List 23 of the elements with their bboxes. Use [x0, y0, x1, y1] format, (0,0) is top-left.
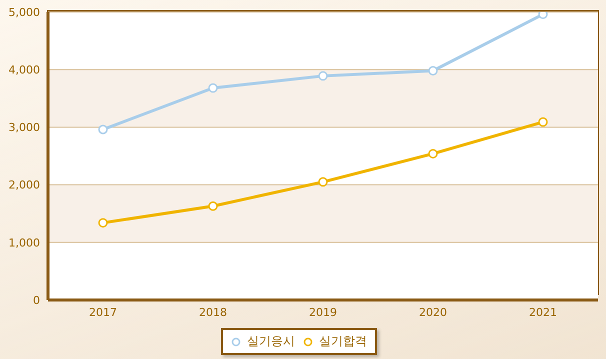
- point: [318, 177, 328, 187]
- point: [208, 201, 218, 211]
- x-tick-label: 2018: [199, 306, 227, 319]
- x-tick-label: 2021: [529, 306, 557, 319]
- point: [428, 148, 438, 158]
- x-tick-label: 2017: [89, 306, 117, 319]
- x-tick-label: 2020: [419, 306, 447, 319]
- legend-label: 실기합격: [319, 333, 367, 350]
- y-tick-label: 0: [33, 294, 40, 307]
- y-tick-label: 2,000: [8, 178, 40, 192]
- y-tick-label: 4,000: [8, 64, 40, 77]
- point: [428, 66, 438, 76]
- point: [538, 117, 548, 127]
- y-tick-label: 3,000: [8, 121, 40, 134]
- point: [538, 12, 548, 20]
- point: [318, 71, 328, 81]
- point: [98, 218, 108, 228]
- y-tick-label: 1,000: [8, 236, 40, 250]
- x-tick-label: 2019: [309, 306, 337, 319]
- legend-label: 실기응시: [247, 333, 295, 350]
- point: [98, 124, 108, 134]
- point: [208, 83, 218, 93]
- y-tick-label: 5,000: [8, 6, 40, 19]
